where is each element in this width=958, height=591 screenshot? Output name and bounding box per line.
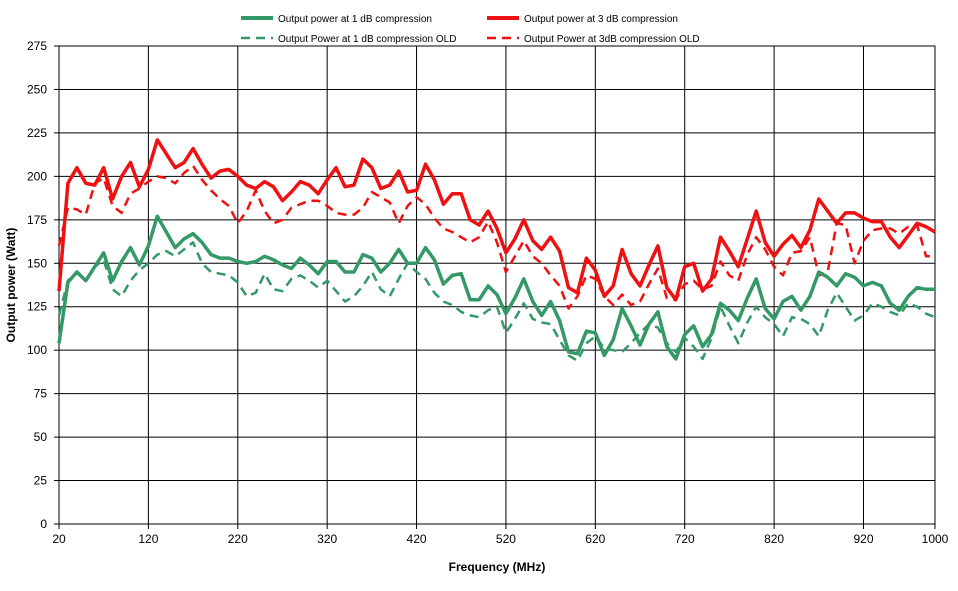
y-tick-label: 150: [27, 256, 47, 270]
series-line-3: [57, 241, 936, 362]
y-tick-label: 175: [27, 213, 47, 227]
series-line-2: [57, 138, 936, 302]
y-tick-label: 125: [27, 300, 47, 314]
legend-label: Output power at 3 dB compression: [524, 14, 678, 25]
y-tick-label: 25: [34, 474, 48, 488]
axis-tick-labels: 20 120 220 320 420 520 620 720 820 920 1000 0 25 50 75…: [27, 39, 949, 546]
x-tick-label: 320: [317, 532, 337, 546]
series-line-4: [57, 164, 935, 310]
x-tick-label: 620: [585, 532, 605, 546]
x-tick-label: 420: [407, 532, 427, 546]
y-tick-label: 0: [40, 517, 47, 531]
y-tick-label: 100: [27, 343, 47, 357]
legend: Output power at 1 dB compression Output p…: [241, 14, 700, 45]
y-axis-title: Output power (Watt): [4, 228, 18, 343]
x-tick-label: 20: [52, 532, 66, 546]
series-line-1: [57, 214, 935, 361]
y-tick-label: 75: [34, 387, 48, 401]
y-tick-label: 275: [27, 39, 47, 53]
y-tick-label: 225: [27, 126, 47, 140]
x-axis-title: Frequency (MHz): [449, 560, 546, 574]
legend-label: Output Power at 1 dB compression OLD: [278, 34, 456, 45]
series-group: [57, 138, 936, 362]
legend-label: Output Power at 3dB compression OLD: [524, 34, 700, 45]
legend-label: Output power at 1 dB compression: [278, 14, 432, 25]
x-tick-label: 120: [138, 532, 158, 546]
y-tick-label: 50: [34, 430, 48, 444]
x-tick-label: 920: [853, 532, 873, 546]
x-tick-label: 520: [496, 532, 516, 546]
x-tick-label: 720: [675, 532, 695, 546]
x-tick-label: 820: [764, 532, 784, 546]
x-tick-label: 1000: [922, 532, 949, 546]
x-tick-label: 220: [228, 532, 248, 546]
y-tick-label: 250: [27, 82, 47, 96]
y-tick-label: 200: [27, 169, 47, 183]
